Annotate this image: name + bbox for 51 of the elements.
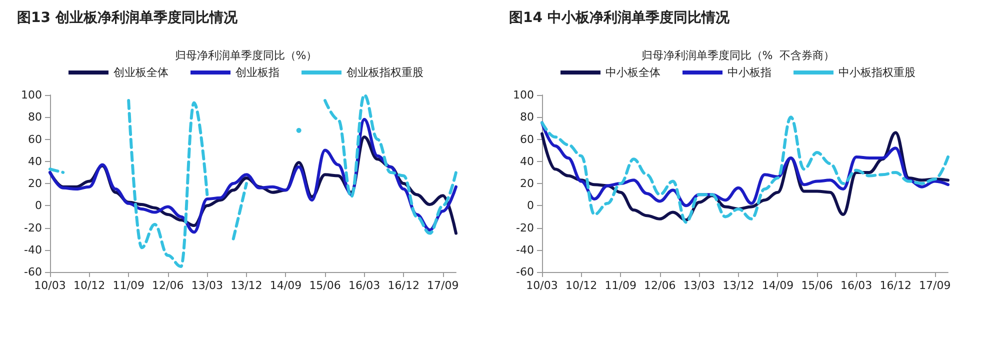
y-tick-label: 40 — [28, 154, 42, 168]
legend-label: 中小板全体 — [606, 66, 660, 79]
x-tick-label: 16/03 — [840, 279, 872, 292]
y-tick-label: 60 — [28, 132, 42, 146]
x-tick-label: 17/09 — [919, 279, 951, 292]
chart-subtitle: 归母净利润单季度同比（%） — [174, 49, 318, 62]
x-tick-label: 10/12 — [73, 279, 106, 292]
line-series — [540, 116, 950, 224]
x-tick-label: 12/06 — [644, 279, 676, 292]
legend-label: 创业板指 — [236, 66, 280, 79]
y-tick-label: 20 — [28, 177, 42, 190]
y-tick-label: 100 — [513, 88, 534, 102]
y-tick-label: 60 — [520, 132, 534, 146]
legend-label: 创业板全体 — [114, 66, 168, 79]
legend-label: 中小板指 — [728, 66, 772, 79]
x-tick-label: 16/03 — [348, 279, 380, 292]
y-tick-label: 20 — [520, 177, 534, 190]
x-tick-label: 16/12 — [880, 279, 912, 292]
y-tick-label: 40 — [520, 154, 534, 168]
y-tick-label: 80 — [28, 110, 42, 124]
y-tick-label: -60 — [516, 266, 534, 278]
y-tick-label: -20 — [24, 221, 42, 234]
y-tick-label: 80 — [520, 110, 534, 124]
y-tick-label: 100 — [21, 88, 42, 102]
x-tick-label: 11/09 — [604, 279, 636, 292]
y-tick-label: -40 — [516, 243, 534, 256]
x-tick-label: 13/03 — [191, 279, 224, 292]
legend-label: 中小板指权重股 — [838, 66, 916, 79]
x-tick-label: 10/03 — [526, 279, 558, 292]
x-tick-label: 15/06 — [309, 279, 341, 292]
y-tick-label: -40 — [24, 243, 42, 256]
x-tick-label: 13/12 — [230, 279, 262, 292]
x-tick-label: 13/03 — [683, 279, 716, 292]
x-tick-label: 10/12 — [565, 279, 598, 292]
y-tick-label: 0 — [35, 199, 42, 212]
x-tick-label: 14/09 — [270, 279, 302, 292]
x-tick-label: 13/12 — [722, 279, 754, 292]
y-tick-label: -60 — [24, 266, 42, 278]
chart-title: 图13 创业板净利润单季度同比情况 — [17, 9, 238, 26]
y-tick-label: 0 — [527, 199, 534, 212]
x-tick-label: 16/12 — [388, 279, 420, 292]
chart-title: 图14 中小板净利润单季度同比情况 — [509, 9, 730, 26]
chart-subtitle: 归母净利润单季度同比（% 不含券商） — [641, 49, 835, 62]
x-tick-label: 14/09 — [762, 279, 794, 292]
x-tick-label: 10/03 — [34, 279, 66, 292]
x-tick-label: 15/06 — [801, 279, 833, 292]
x-tick-label: 12/06 — [152, 279, 184, 292]
legend-label: 创业板指权重股 — [346, 66, 424, 79]
x-tick-label: 11/09 — [112, 279, 144, 292]
y-tick-label: -20 — [516, 221, 534, 234]
x-tick-label: 17/09 — [427, 279, 459, 292]
